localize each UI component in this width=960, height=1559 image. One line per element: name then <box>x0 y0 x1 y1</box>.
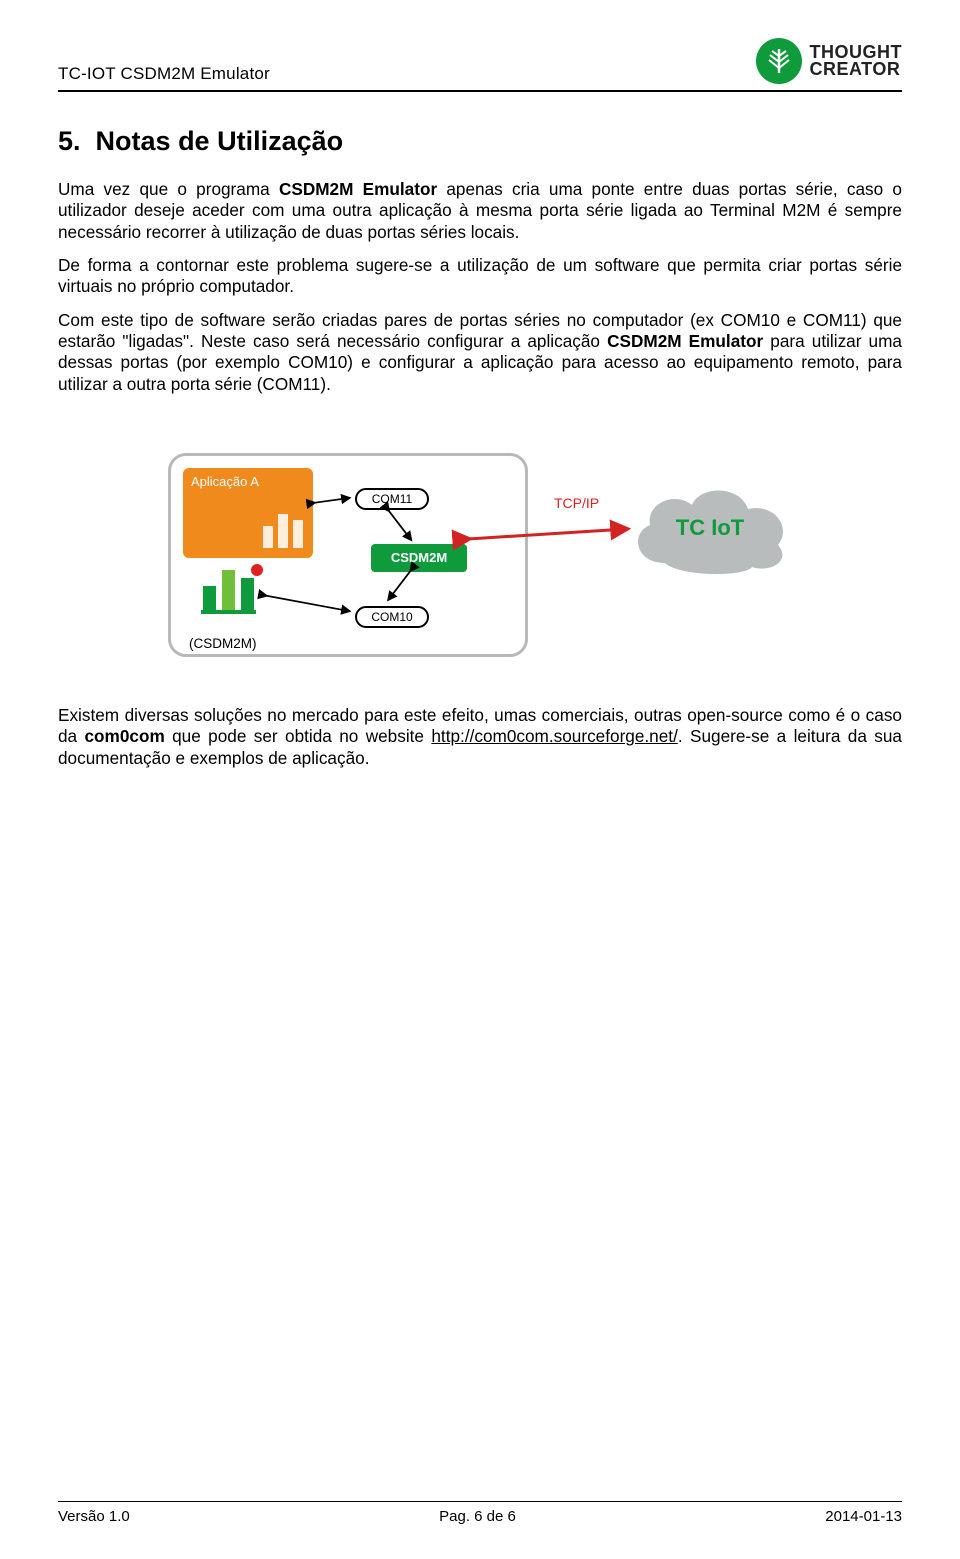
pc-inner: Aplicação A (CSDM2M) COM11 COM1 <box>183 468 513 642</box>
csdm2m-bars-icon <box>203 570 254 610</box>
section-title-text: Notas de Utilização <box>96 126 344 156</box>
section-number: 5. <box>58 126 81 156</box>
csdm2m-box: CSDM2M <box>371 544 467 572</box>
paragraph-3: Com este tipo de software serão criadas … <box>58 310 902 395</box>
footer-date: 2014-01-13 <box>825 1508 902 1525</box>
bar-icon <box>263 526 273 548</box>
architecture-diagram: Aplicação A (CSDM2M) COM11 COM1 <box>150 435 810 675</box>
pc-frame: Aplicação A (CSDM2M) COM11 COM1 <box>168 453 528 657</box>
bar-icon <box>278 514 288 548</box>
header-title: TC-IOT CSDM2M Emulator <box>58 64 270 84</box>
brand-logo: THOUGHT CREATOR <box>756 38 903 84</box>
com11-port: COM11 <box>355 488 429 510</box>
application-a-label: Aplicação A <box>191 474 259 489</box>
p3-bold: CSDM2M Emulator <box>607 331 763 351</box>
tree-icon <box>756 38 802 84</box>
p1-text-a: Uma vez que o programa <box>58 179 279 199</box>
header-rule <box>58 90 902 92</box>
footer-page: Pag. 6 de 6 <box>439 1508 516 1525</box>
footer-rule <box>58 1501 902 1502</box>
application-a-box: Aplicação A <box>183 468 313 558</box>
page-footer: Versão 1.0 Pag. 6 de 6 2014-01-13 <box>58 1501 902 1525</box>
app-bars-icon <box>263 514 303 548</box>
bar-icon <box>203 586 216 610</box>
p4-text-b: que pode ser obtida no website <box>165 726 432 746</box>
brand-name: THOUGHT CREATOR <box>810 44 903 78</box>
bar-icon <box>222 570 235 610</box>
paragraph-4: Existem diversas soluções no mercado par… <box>58 705 902 769</box>
brand-line2: CREATOR <box>810 61 903 78</box>
p4-bold: com0com <box>85 726 165 746</box>
document-page: TC-IOT CSDM2M Emulator THOUGHT CREATOR 5… <box>0 0 960 1559</box>
footer-version: Versão 1.0 <box>58 1508 130 1525</box>
paragraph-2: De forma a contornar este problema suger… <box>58 255 902 298</box>
com10-port: COM10 <box>355 606 429 628</box>
baseline-icon <box>201 610 256 614</box>
bar-icon <box>241 578 254 610</box>
tcpip-label: TCP/IP <box>554 495 599 511</box>
cloud-label: TC IoT <box>620 473 800 583</box>
p1-bold: CSDM2M Emulator <box>279 179 437 199</box>
footer-row: Versão 1.0 Pag. 6 de 6 2014-01-13 <box>58 1508 902 1525</box>
paragraph-1: Uma vez que o programa CSDM2M Emulator a… <box>58 179 902 243</box>
section-heading: 5. Notas de Utilização <box>58 126 902 157</box>
csdm2m-under-label: (CSDM2M) <box>189 636 257 651</box>
dot-icon <box>251 564 263 576</box>
bar-icon <box>293 520 303 548</box>
page-header: TC-IOT CSDM2M Emulator THOUGHT CREATOR <box>58 38 902 84</box>
cloud-icon: TC IoT <box>620 473 800 583</box>
com0com-link[interactable]: http://com0com.sourceforge.net/ <box>431 726 677 746</box>
